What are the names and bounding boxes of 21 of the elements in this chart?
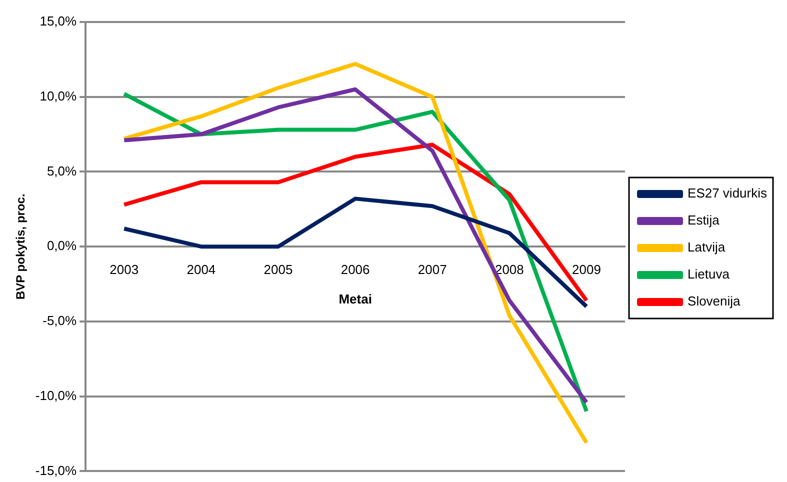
- y-tick-label: 15,0%: [40, 14, 78, 29]
- y-tick-label: -15,0%: [35, 462, 78, 478]
- x-tick-label: 2006: [340, 262, 370, 277]
- y-tick-label: -5,0%: [42, 313, 78, 328]
- x-tick-label: 2009: [572, 262, 601, 277]
- legend-label: Slovenija: [688, 294, 742, 309]
- x-tick-label: 2008: [494, 262, 524, 277]
- y-tick-label: 5,0%: [46, 163, 78, 178]
- x-tick-label: 2004: [186, 262, 216, 277]
- y-tick-label: 0,0%: [46, 238, 78, 254]
- x-tick-label: 2005: [264, 262, 293, 277]
- y-tick-label: -10,0%: [35, 388, 78, 403]
- legend-label: Latvija: [688, 240, 726, 255]
- legend-label: Estija: [688, 212, 720, 228]
- legend-label: Lietuva: [688, 266, 730, 282]
- y-tick-label: 10,0%: [40, 88, 78, 104]
- x-tick-label: 2003: [110, 262, 139, 277]
- y-axis-title: BVP pokytis, proc.: [14, 194, 28, 300]
- x-axis-title: Metai: [338, 292, 372, 307]
- x-tick-label: 2007: [418, 262, 447, 277]
- legend-label: ES27 vidurkis: [688, 186, 768, 201]
